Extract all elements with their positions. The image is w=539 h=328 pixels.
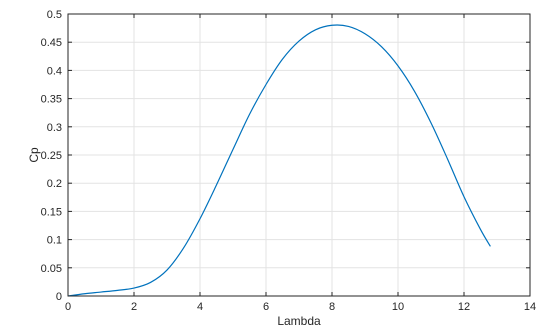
x-tick-label: 10 (392, 301, 404, 313)
y-tick-label: 0.3 (47, 122, 62, 134)
y-tick-label: 0 (56, 291, 62, 303)
tick-marks (67, 13, 531, 297)
series-layer (67, 24, 491, 297)
y-tick-label: 0.25 (41, 150, 62, 162)
y-axis-label: Cp (27, 147, 41, 163)
x-tick-label: 6 (263, 301, 269, 313)
y-tick-label: 0.45 (41, 37, 62, 49)
x-tick-labels: 0 2 4 6 8 10 12 14 (65, 301, 536, 313)
x-tick-label: 4 (197, 301, 203, 313)
y-tick-label: 0.1 (47, 235, 62, 247)
cp-series-line (67, 24, 491, 297)
x-tick-label: 14 (524, 301, 536, 313)
y-tick-label: 0.15 (41, 206, 62, 218)
x-tick-label: 12 (458, 301, 470, 313)
x-tick-label: 0 (65, 301, 71, 313)
x-axis-label: Lambda (277, 314, 321, 328)
y-tick-label: 0.5 (47, 9, 62, 21)
x-tick-label: 8 (329, 301, 335, 313)
y-tick-label: 0.05 (41, 263, 62, 275)
x-tick-label: 2 (131, 301, 137, 313)
y-tick-label: 0.35 (41, 94, 62, 106)
y-tick-label: 0.2 (47, 178, 62, 190)
grid-lines (67, 13, 531, 297)
y-tick-label: 0.4 (47, 65, 62, 77)
y-tick-labels: 0 0.05 0.1 0.15 0.2 0.25 0.3 0.35 0.4 0.45 0.5 (41, 9, 62, 303)
